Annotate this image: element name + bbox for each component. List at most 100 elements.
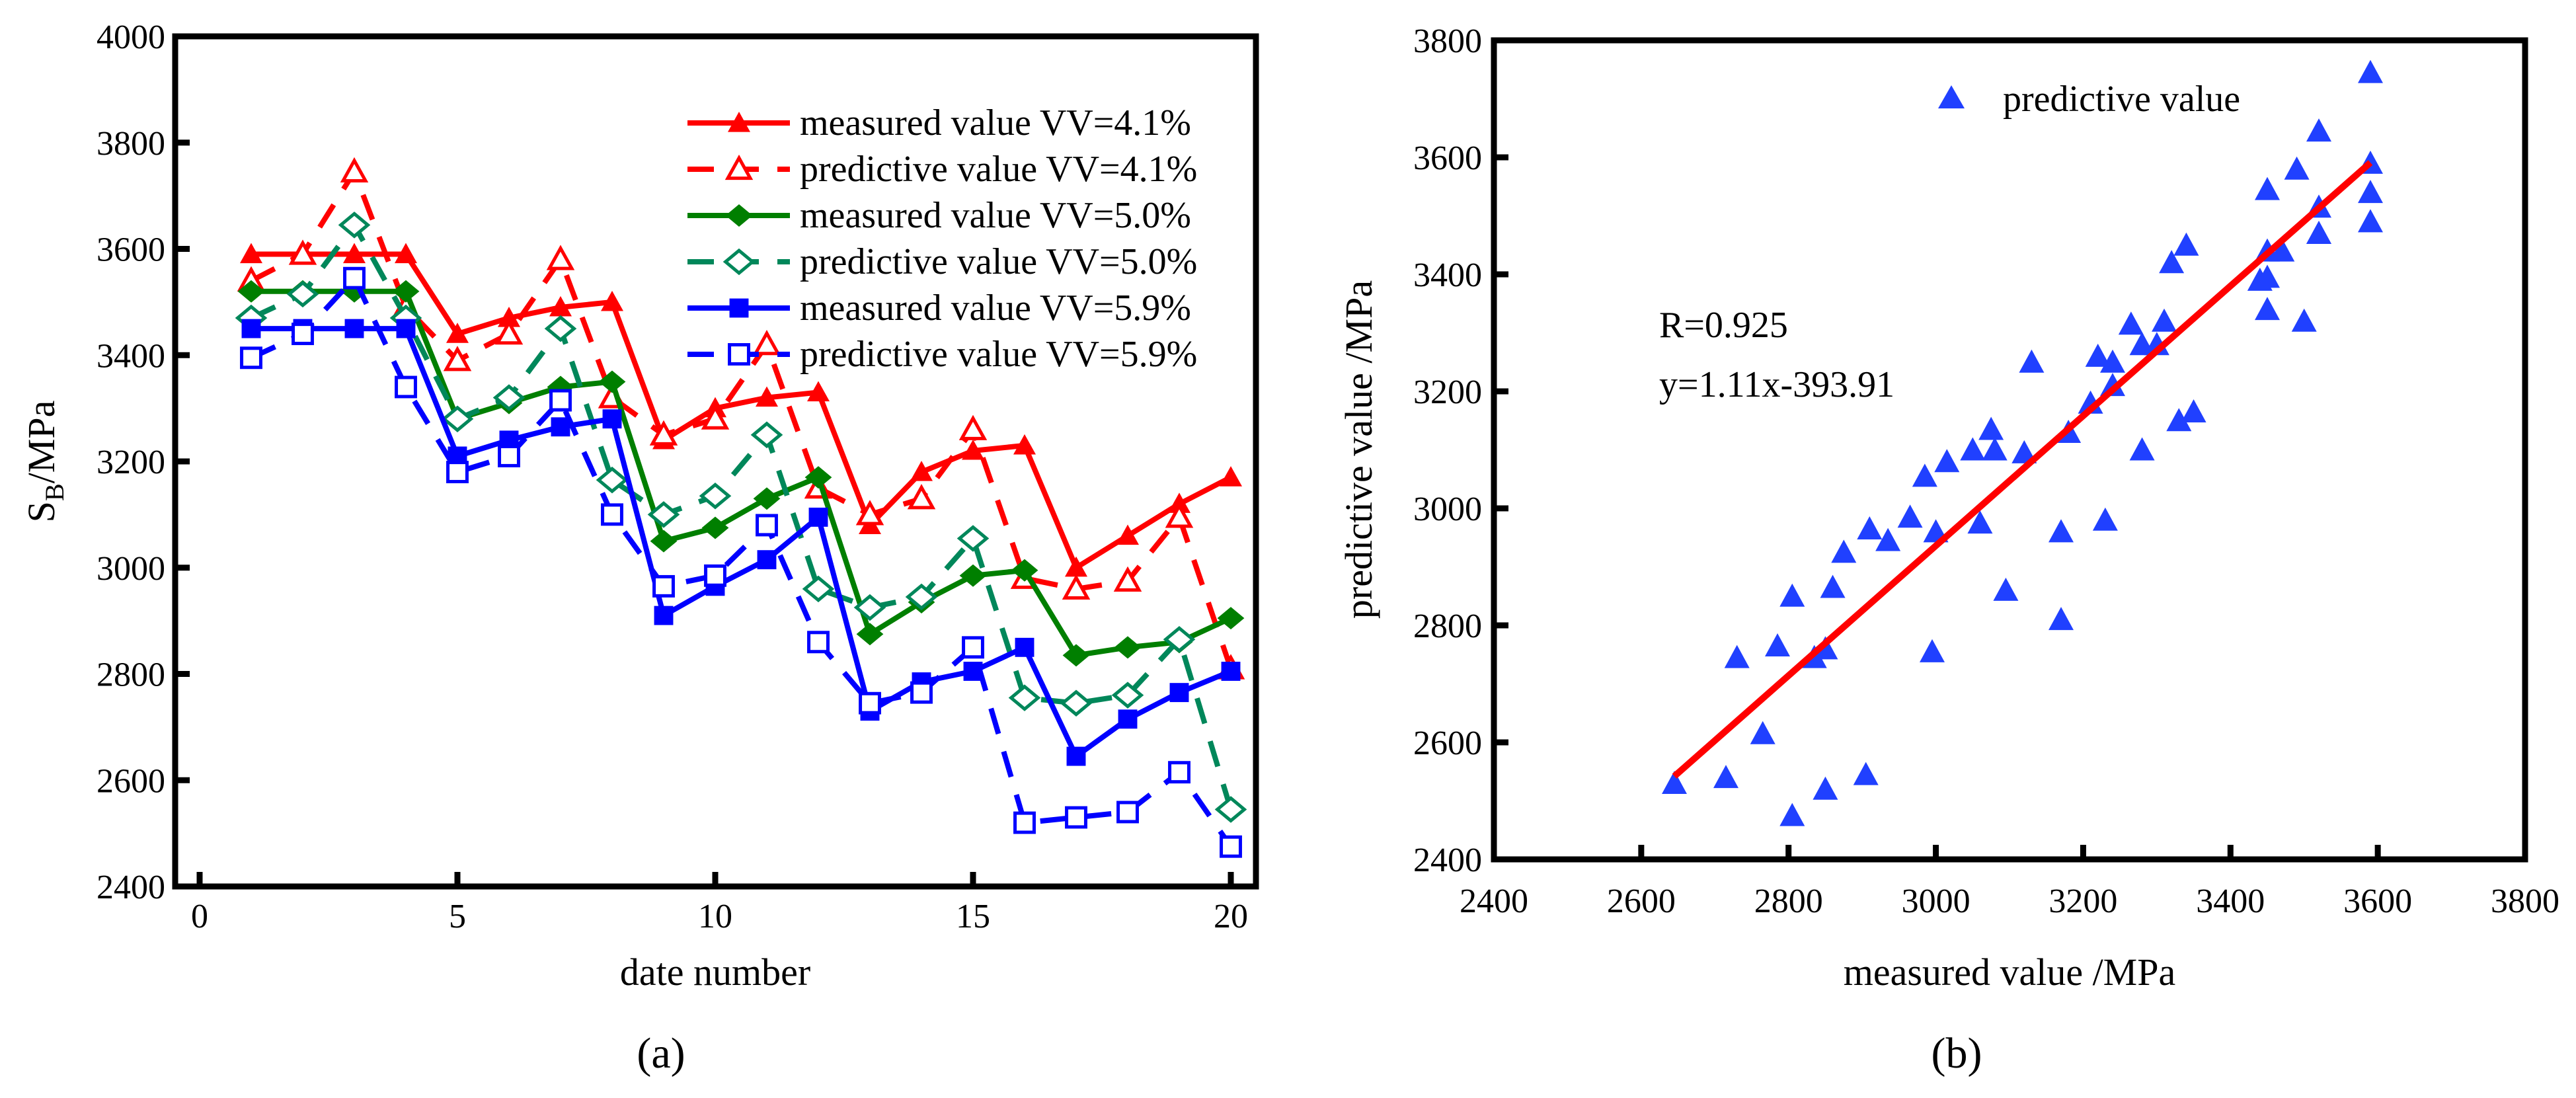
- panel-label-b: (b): [1932, 1029, 1982, 1078]
- data-point: [859, 691, 881, 715]
- data-point: [344, 319, 364, 338]
- data-point: [756, 514, 778, 537]
- scatter-point: [1713, 765, 1738, 789]
- x-tick-label: 15: [956, 898, 990, 935]
- data-point: [808, 507, 828, 527]
- scatter-point: [2092, 507, 2118, 531]
- scatter-point: [1857, 516, 1883, 539]
- scatter-point: [2049, 607, 2074, 631]
- data-point: [1062, 644, 1090, 667]
- scatter-point: [2255, 297, 2280, 321]
- data-point: [753, 487, 781, 510]
- data-point: [649, 420, 678, 446]
- data-point: [905, 583, 938, 611]
- data-point: [498, 445, 520, 467]
- y-tick-label: 2400: [97, 869, 165, 906]
- data-point: [855, 500, 884, 526]
- data-point: [752, 330, 781, 356]
- legend-label: measured value VV=4.1%: [800, 102, 1191, 143]
- scatter-point: [1853, 762, 1879, 785]
- data-point: [492, 384, 526, 411]
- y-tick-label: 2600: [1413, 725, 1482, 762]
- legend-marker: [725, 204, 753, 227]
- legend-triangle-marker: [1938, 85, 1965, 108]
- legend-label: measured value VV=5.0%: [800, 195, 1191, 236]
- x-tick-label: 3200: [2049, 882, 2117, 920]
- x-tick-label: 0: [191, 898, 208, 935]
- data-point: [1066, 746, 1086, 766]
- data-point: [1221, 662, 1241, 681]
- data-point: [1008, 684, 1041, 711]
- scatter-point: [2306, 221, 2331, 245]
- legend-label: predictive value VV=4.1%: [800, 149, 1197, 190]
- data-point: [1065, 806, 1087, 829]
- scatter-point: [1897, 504, 1923, 528]
- scatter-point: [2019, 349, 2045, 373]
- data-point: [446, 461, 469, 484]
- data-point: [1011, 559, 1038, 582]
- data-point: [907, 484, 936, 510]
- data-point: [546, 245, 575, 270]
- data-point: [757, 550, 777, 570]
- data-point: [807, 631, 830, 654]
- x-tick-label: 10: [698, 898, 732, 935]
- data-point: [804, 466, 832, 489]
- data-point: [441, 405, 474, 432]
- data-point: [1065, 556, 1087, 577]
- y-tick-label: 2800: [97, 656, 165, 694]
- series-line: [250, 273, 1233, 848]
- y-tick-label: 3600: [1413, 139, 1482, 177]
- x-tick-label: 20: [1214, 898, 1248, 935]
- data-point: [1214, 796, 1247, 823]
- legend: predictive value: [1938, 79, 2240, 120]
- scatter-point: [2358, 180, 2383, 204]
- legend-marker: [724, 154, 754, 180]
- data-point: [596, 466, 629, 494]
- scatter-point: [2129, 437, 2155, 461]
- series-measured-value-vv-4-1-: [240, 243, 1242, 577]
- scatter-point: [2118, 311, 2144, 335]
- data-point: [446, 323, 469, 343]
- data-point: [1015, 637, 1034, 657]
- scatter-point: [1779, 583, 1805, 607]
- data-point: [544, 315, 577, 342]
- legend-marker: [729, 298, 749, 318]
- data-point: [288, 239, 317, 265]
- series-line: [250, 219, 1233, 810]
- axis-ticks: 2400 2600 2800 3000 3200 3400 3600 3800 2400 2600…: [1413, 22, 2559, 920]
- data-point: [1111, 682, 1144, 709]
- scatter-point: [2085, 343, 2111, 367]
- x-tick-label: 3600: [2343, 882, 2412, 920]
- scatter-point: [2358, 59, 2383, 83]
- data-point: [241, 319, 261, 338]
- data-point: [392, 280, 420, 303]
- data-point: [286, 280, 319, 308]
- x-tick-label: 3400: [2196, 882, 2265, 920]
- y-tick-label: 3600: [97, 231, 165, 269]
- legend-label: measured value VV=5.9%: [800, 288, 1191, 329]
- data-point: [601, 503, 623, 526]
- legend-marker: [728, 112, 750, 132]
- x-tick-label: 2400: [1460, 882, 1528, 920]
- data-point: [601, 290, 623, 311]
- scatter-point: [2181, 399, 2206, 422]
- annotation-r: R=0.925: [1659, 305, 1788, 346]
- scatter-point: [1960, 437, 1986, 461]
- x-axis-label: measured value /MPa: [1844, 951, 2176, 994]
- plot-frame: [1491, 37, 2528, 863]
- scatter-point: [2284, 156, 2310, 180]
- legend-label: predictive value: [2003, 79, 2240, 120]
- scatter-point: [1820, 574, 1846, 598]
- series-group: [235, 157, 1247, 858]
- data-point: [650, 529, 678, 553]
- axis-ticks: 0 5 10 15 20 2400 2600 2800 3000 3200 3400 3600 3800…: [97, 19, 1248, 935]
- data-point: [598, 370, 626, 393]
- scatter-point: [2152, 308, 2177, 332]
- data-point: [704, 564, 726, 587]
- data-point: [549, 389, 572, 412]
- data-point: [1217, 607, 1245, 630]
- x-tick-label: 2800: [1754, 882, 1823, 920]
- data-point: [498, 306, 520, 327]
- y-tick-label: 3400: [97, 337, 165, 375]
